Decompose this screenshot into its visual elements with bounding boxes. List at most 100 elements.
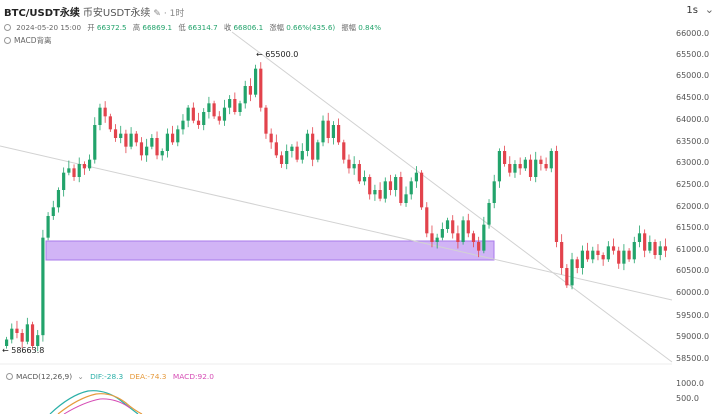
candle-body[interactable] — [279, 155, 284, 164]
candle-body[interactable] — [305, 133, 310, 151]
candle-body[interactable] — [502, 151, 507, 164]
candle-body[interactable] — [648, 242, 652, 251]
candle-body[interactable] — [383, 181, 387, 199]
candle-body[interactable] — [46, 216, 50, 238]
trendline-descending-lower[interactable] — [0, 145, 673, 301]
candle-body[interactable] — [394, 177, 398, 190]
symbol-title[interactable]: BTC/USDT永续 币安USDT永续 ✎ · 1时 — [4, 4, 184, 19]
candle-body[interactable] — [217, 116, 221, 121]
timeframe-label[interactable]: · 1时 — [163, 9, 185, 19]
candle-body[interactable] — [181, 120, 185, 130]
candle-body[interactable] — [72, 168, 76, 177]
candle-body[interactable] — [658, 246, 662, 255]
candle-body[interactable] — [487, 203, 491, 225]
candle-body[interactable] — [419, 172, 424, 208]
candle-body[interactable] — [352, 164, 356, 169]
candle-body[interactable] — [606, 246, 610, 260]
candle-body[interactable] — [456, 233, 460, 242]
chevron-down-icon[interactable]: ⌄ — [704, 3, 714, 16]
candle-body[interactable] — [388, 181, 393, 190]
candle-body[interactable] — [534, 159, 538, 177]
candle-body[interactable] — [591, 250, 595, 260]
candle-body[interactable] — [124, 133, 128, 147]
candle-body[interactable] — [321, 120, 325, 143]
candle-body[interactable] — [539, 159, 543, 164]
candle-body[interactable] — [98, 107, 102, 125]
candle-body[interactable] — [440, 229, 444, 238]
candle-body[interactable] — [82, 164, 87, 169]
candle-body[interactable] — [316, 142, 320, 160]
candle-body[interactable] — [347, 159, 351, 169]
candle-body[interactable] — [170, 133, 175, 143]
indicator-row[interactable]: MACD背离 — [4, 35, 51, 46]
candle-body[interactable] — [10, 328, 14, 340]
candle-body[interactable] — [435, 237, 439, 242]
candle-body[interactable] — [290, 146, 294, 151]
candle-body[interactable] — [404, 194, 408, 203]
candle-body[interactable] — [62, 172, 66, 190]
candle-body[interactable] — [30, 324, 35, 346]
candle-body[interactable] — [368, 177, 372, 195]
candle-body[interactable] — [513, 164, 517, 173]
candle-body[interactable] — [601, 255, 605, 260]
candle-body[interactable] — [238, 103, 242, 112]
candle-body[interactable] — [409, 181, 413, 195]
macd-legend[interactable]: MACD(12,26,9) ⌄ DIF:-28.3 DEA:-74.3 MACD… — [6, 372, 214, 381]
candle-body[interactable] — [311, 133, 315, 160]
candle-body[interactable] — [165, 133, 170, 151]
candle-body[interactable] — [243, 86, 247, 104]
candle-body[interactable] — [643, 233, 647, 251]
candle-body[interactable] — [544, 164, 548, 169]
macd-chevron-icon[interactable]: ⌄ — [77, 372, 84, 381]
candle-body[interactable] — [342, 142, 346, 160]
candle-body[interactable] — [653, 242, 657, 255]
candle-body[interactable] — [41, 237, 45, 336]
candle-body[interactable] — [554, 151, 559, 242]
candle-body[interactable] — [549, 151, 553, 169]
candle-body[interactable] — [336, 125, 341, 143]
candle-body[interactable] — [93, 125, 97, 160]
candle-body[interactable] — [274, 142, 278, 156]
candle-body[interactable] — [202, 112, 206, 125]
candle-body[interactable] — [300, 151, 304, 160]
candle-body[interactable] — [492, 181, 496, 203]
candle-body[interactable] — [186, 107, 190, 121]
candle-body[interactable] — [269, 133, 273, 143]
candle-body[interactable] — [508, 164, 512, 173]
candle-body[interactable] — [331, 125, 336, 138]
candle-body[interactable] — [87, 159, 92, 169]
candle-body[interactable] — [222, 107, 227, 121]
macd-toggle-icon[interactable] — [6, 373, 13, 380]
candle-body[interactable] — [191, 107, 195, 121]
candle-body[interactable] — [285, 151, 289, 164]
candle-body[interactable] — [77, 164, 81, 177]
candle-body[interactable] — [466, 220, 470, 234]
candle-body[interactable] — [663, 246, 668, 251]
candle-body[interactable] — [212, 103, 216, 117]
candle-body[interactable] — [108, 116, 112, 130]
candle-body[interactable] — [20, 333, 24, 342]
candle-body[interactable] — [497, 151, 502, 182]
candle-body[interactable] — [248, 86, 253, 95]
candle-body[interactable] — [461, 220, 465, 242]
candle-body[interactable] — [627, 250, 631, 260]
candle-body[interactable] — [570, 259, 574, 286]
candle-body[interactable] — [233, 99, 237, 112]
candle-body[interactable] — [560, 242, 564, 268]
candle-body[interactable] — [264, 107, 268, 134]
candle-body[interactable] — [160, 151, 164, 156]
candle-body[interactable] — [25, 324, 29, 342]
candle-body[interactable] — [445, 220, 450, 229]
candle-body[interactable] — [207, 103, 211, 112]
trendline-descending-upper[interactable] — [231, 31, 673, 363]
edit-icon[interactable]: ✎ — [153, 9, 161, 19]
candle-body[interactable] — [632, 242, 636, 260]
candle-body[interactable] — [477, 242, 481, 251]
candle-body[interactable] — [425, 207, 429, 234]
candle-body[interactable] — [155, 138, 159, 156]
candle-body[interactable] — [373, 190, 377, 195]
candle-body[interactable] — [145, 146, 149, 156]
candle-body[interactable] — [617, 250, 621, 264]
candle-body[interactable] — [523, 159, 527, 169]
